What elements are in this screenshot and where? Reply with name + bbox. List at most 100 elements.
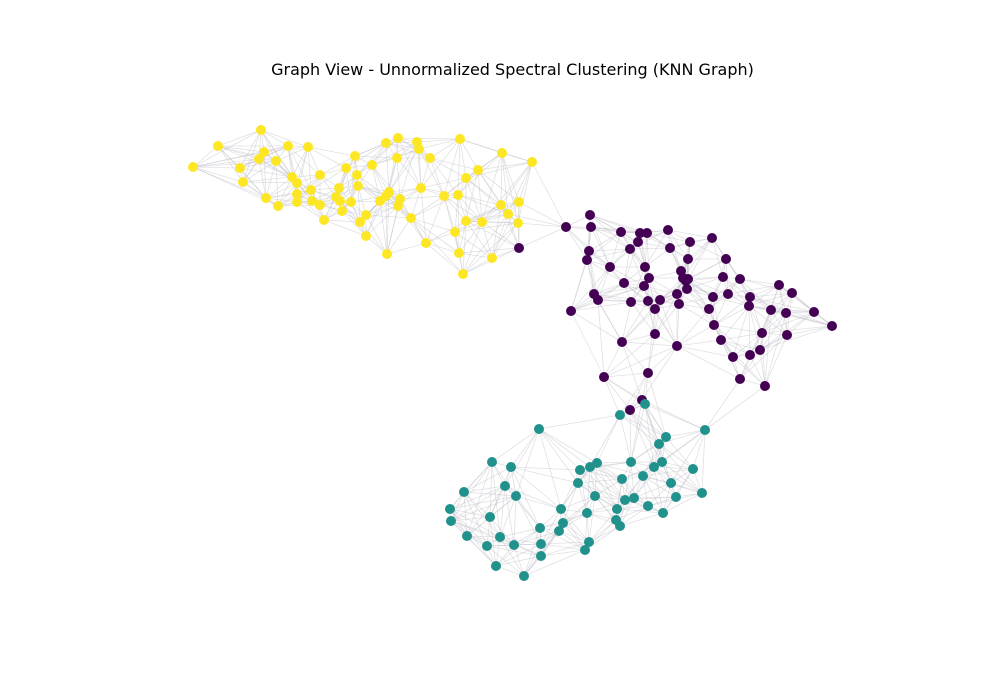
graph-edge [425, 231, 456, 244]
graph-edge [619, 414, 667, 438]
graph-node-cluster-1 [556, 504, 566, 514]
graph-edge [570, 310, 623, 343]
graph-edge [538, 428, 598, 464]
graph-edge [630, 399, 643, 463]
graph-node-cluster-0 [723, 289, 733, 299]
graph-edge [689, 241, 727, 260]
graph-node-cluster-0 [625, 244, 635, 254]
graph-node-cluster-1 [485, 512, 495, 522]
graph-edge [722, 276, 751, 298]
graph-edge [454, 231, 493, 259]
graph-edge [643, 285, 678, 295]
graph-edge [356, 174, 381, 202]
graph-edge [242, 176, 293, 183]
graph-edge [596, 461, 632, 464]
graph-edge [686, 288, 715, 326]
graph-edge [504, 485, 541, 529]
graph-edge [495, 555, 542, 567]
graph-edge [357, 185, 367, 216]
graph-edge [307, 146, 312, 191]
graph-node-cluster-0 [650, 329, 660, 339]
graph-edge [365, 200, 381, 237]
graph-node-cluster-0 [735, 274, 745, 284]
graph-edge [687, 278, 729, 295]
graph-edge [296, 146, 309, 184]
graph-edge [637, 241, 650, 279]
graph-edge [458, 252, 493, 259]
graph-edge [676, 293, 710, 310]
graph-node-cluster-0 [672, 341, 682, 351]
graph-edge [277, 176, 293, 207]
graph-edge [594, 495, 617, 521]
graph-edge [621, 341, 643, 401]
graph-edge [603, 376, 631, 411]
graph-edge [720, 305, 750, 341]
graph-node-cluster-1 [700, 425, 710, 435]
graph-node-cluster-0 [605, 262, 615, 272]
graph-edge [560, 508, 586, 551]
graph-edge [644, 229, 669, 268]
graph-node-cluster-0 [704, 304, 714, 314]
graph-node-cluster-2 [254, 154, 264, 164]
graph-node-cluster-0 [633, 237, 643, 247]
graph-node-cluster-2 [496, 200, 506, 210]
graph-edge [418, 138, 461, 150]
graph-edge [647, 333, 656, 374]
graph-edge [654, 308, 678, 347]
graph-edge [643, 285, 656, 335]
graph-edge [510, 466, 562, 510]
graph-node-cluster-2 [461, 216, 471, 226]
graph-edge [676, 324, 715, 347]
graph-edge [593, 266, 611, 295]
graph-node-cluster-0 [665, 243, 675, 253]
graph-edge [670, 429, 706, 484]
graph-edge [713, 324, 763, 334]
graph-node-cluster-1 [615, 521, 625, 531]
graph-edge [354, 142, 387, 157]
graph-node-cluster-2 [283, 141, 293, 151]
graph-edge [357, 185, 399, 207]
graph-edge [759, 334, 788, 351]
graph-node-cluster-2 [455, 134, 465, 144]
graph-edge [260, 129, 289, 147]
graph-node-cluster-0 [514, 243, 524, 253]
graph-edge [459, 138, 467, 179]
graph-node-cluster-0 [707, 233, 717, 243]
graph-edge [500, 161, 533, 206]
graph-edge [513, 527, 541, 546]
graph-edge [570, 259, 588, 312]
graph-node-cluster-2 [306, 185, 316, 195]
graph-edge [748, 292, 793, 307]
graph-edge [621, 341, 649, 374]
graph-edge [265, 160, 277, 199]
graph-edge [501, 152, 509, 215]
graph-edge [644, 403, 663, 463]
graph-edge [621, 300, 649, 343]
graph-edge [637, 241, 671, 249]
graph-edge [646, 232, 691, 243]
graph-node-cluster-0 [644, 273, 654, 283]
graph-node-cluster-0 [708, 292, 718, 302]
graph-edge [192, 158, 260, 168]
graph-node-cluster-2 [487, 253, 497, 263]
graph-node-cluster-2 [367, 160, 377, 170]
graph-edge [491, 461, 501, 538]
graph-edge [588, 495, 596, 543]
graph-edge [562, 495, 596, 524]
graph-edge [540, 541, 590, 557]
graph-node-cluster-0 [643, 296, 653, 306]
graph-edge [590, 226, 639, 243]
graph-edge [633, 466, 655, 499]
graph-node-cluster-0 [584, 246, 594, 256]
graph-edge [356, 174, 387, 197]
graph-edge [385, 142, 390, 193]
graph-node-cluster-2 [514, 197, 524, 207]
graph-node-cluster-1 [495, 532, 505, 542]
graph-edge [644, 403, 706, 431]
graph-edge [397, 137, 461, 140]
graph-edge [463, 491, 517, 497]
graph-edge [560, 482, 579, 510]
graph-edge [630, 443, 660, 463]
graph-node-cluster-1 [445, 504, 455, 514]
